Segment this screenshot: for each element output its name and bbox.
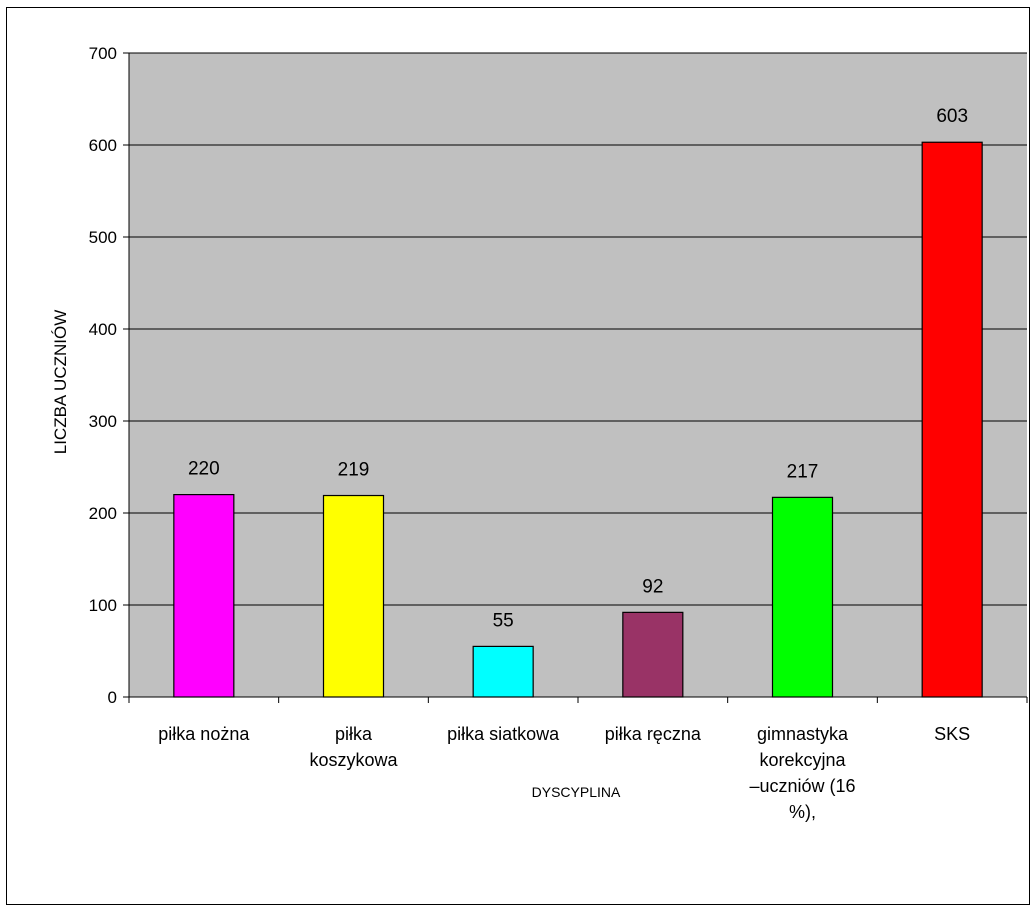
plot-area xyxy=(129,53,1027,697)
bar xyxy=(322,494,385,698)
bar xyxy=(622,611,684,698)
x-tick-label: piłka koszykowa xyxy=(309,724,398,770)
data-label: 55 xyxy=(493,610,514,631)
y-tick-label: 300 xyxy=(89,412,117,431)
data-label: 92 xyxy=(642,576,663,597)
x-tick-label: SKS xyxy=(934,724,970,744)
data-label: 220 xyxy=(188,459,220,480)
bar xyxy=(472,645,534,698)
x-tick-label: gimnastyka korekcyjna –uczniów (16%), xyxy=(749,724,855,822)
y-tick-label: 600 xyxy=(89,136,117,155)
y-tick-label: 0 xyxy=(108,688,117,707)
data-label: 603 xyxy=(936,106,968,127)
data-label: 217 xyxy=(787,461,819,482)
y-tick-label: 500 xyxy=(89,228,117,247)
data-label: 219 xyxy=(338,460,370,481)
y-tick-label: 400 xyxy=(89,320,117,339)
y-tick-label: 700 xyxy=(89,44,117,63)
bar xyxy=(921,141,983,698)
x-tick-label: piłka nożna xyxy=(158,724,250,744)
bar xyxy=(771,496,834,698)
x-tick-label: piłka siatkowa xyxy=(447,724,560,744)
bar xyxy=(173,494,235,698)
y-axis-title: LICZBA UCZNIÓW xyxy=(51,310,70,455)
y-tick-label: 100 xyxy=(89,596,117,615)
y-tick-label: 200 xyxy=(89,504,117,523)
x-axis-title: DYSCYPLINA xyxy=(532,784,621,800)
x-tick-label: piłka ręczna xyxy=(605,724,702,744)
